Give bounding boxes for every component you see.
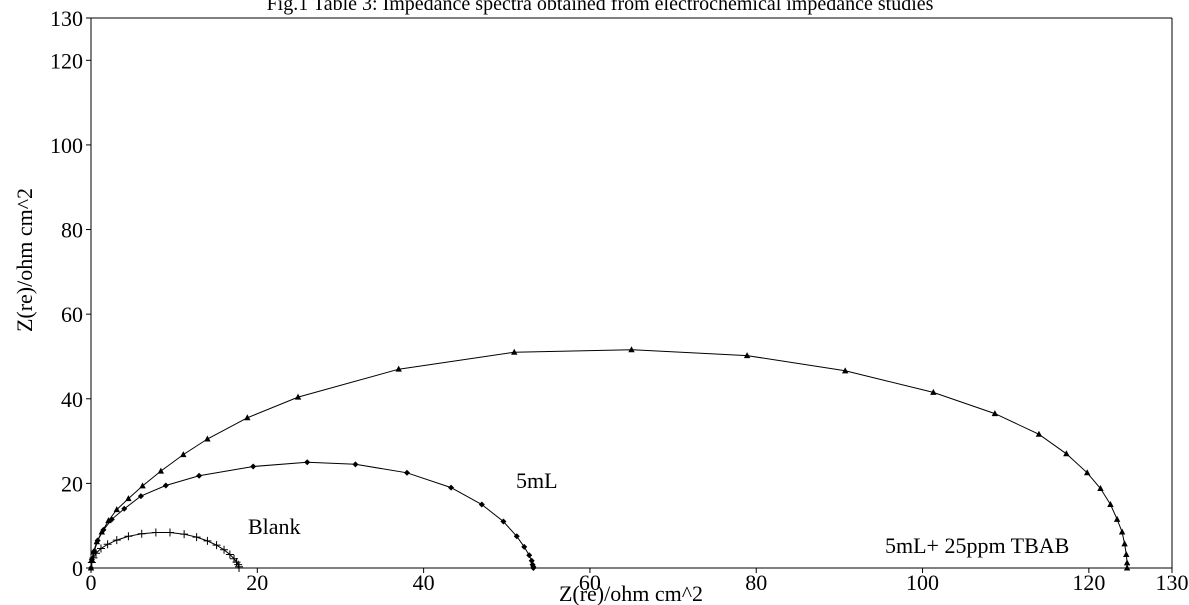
series-label-5ml-tbab: 5mL+ 25ppm TBAB [885, 533, 1069, 558]
x-tick-label: 100 [906, 570, 939, 595]
x-tick-label: 40 [413, 570, 435, 595]
data-point [1113, 515, 1121, 522]
data-point [192, 533, 201, 542]
series-label-blank: Blank [248, 514, 301, 539]
series-layer [87, 346, 1131, 572]
y-tick-label: 100 [50, 133, 83, 158]
data-point [162, 482, 169, 489]
data-point [250, 463, 257, 470]
data-point [478, 501, 485, 508]
data-point [403, 469, 410, 476]
data-point [743, 352, 751, 359]
data-point [500, 518, 507, 525]
x-tick-label: 20 [246, 570, 268, 595]
data-point [1118, 528, 1126, 535]
data-point [204, 435, 211, 442]
data-point [212, 541, 221, 550]
data-point [151, 528, 160, 537]
data-point [1063, 450, 1070, 457]
data-point [1097, 484, 1104, 491]
y-tick-label: 80 [61, 218, 83, 243]
y-tick-label: 60 [61, 302, 83, 327]
data-point [103, 540, 112, 549]
y-tick-label: 120 [50, 48, 83, 73]
data-point [1121, 540, 1128, 547]
series-line [90, 461, 534, 569]
data-point [448, 484, 455, 491]
series-2 [87, 346, 1131, 571]
y-axis-ticks: 0 20 40 60 80 100 120 130 [50, 6, 91, 581]
x-axis-ticks: 0 20 40 60 80 100 120 130 [86, 568, 1189, 595]
data-point [225, 550, 234, 559]
data-point [139, 482, 146, 489]
data-point [96, 544, 105, 553]
data-point [521, 543, 528, 550]
y-tick-label: 20 [61, 471, 83, 496]
data-point [98, 528, 106, 535]
data-point [180, 530, 189, 539]
data-point [105, 517, 112, 524]
data-point [1123, 550, 1130, 557]
chart-title: Fig.1 Table 3: Impedance spectra obtaine… [267, 0, 934, 15]
series-0 [87, 528, 244, 572]
data-point [244, 414, 251, 421]
series-line [90, 349, 1128, 569]
data-point [930, 388, 937, 395]
data-point [513, 533, 520, 540]
data-point [87, 564, 95, 571]
data-point [220, 545, 229, 554]
data-point [137, 529, 146, 538]
x-tick-label: 130 [1156, 570, 1189, 595]
y-axis-label: Z(re)/ohm cm^2 [12, 188, 37, 332]
data-point [294, 393, 302, 400]
data-point [526, 552, 533, 559]
data-point [1123, 564, 1131, 571]
data-point [203, 536, 212, 545]
data-point [304, 459, 311, 466]
data-point [165, 528, 174, 537]
y-tick-label: 130 [50, 6, 83, 31]
data-point [235, 564, 244, 572]
x-tick-label: 120 [1072, 570, 1105, 595]
data-point [1083, 469, 1091, 476]
data-point [628, 346, 635, 353]
data-point [90, 548, 97, 555]
data-point [1107, 501, 1114, 508]
x-tick-label: 60 [579, 570, 601, 595]
series-line [90, 532, 240, 569]
data-point [125, 495, 132, 502]
x-axis-label: Z(re)/ohm cm^2 [559, 581, 703, 605]
data-point [234, 560, 243, 569]
data-point [196, 472, 203, 479]
data-point [180, 451, 187, 458]
y-tick-label: 0 [72, 556, 83, 581]
data-point [352, 461, 359, 468]
data-point [124, 532, 133, 541]
x-tick-label: 80 [745, 570, 767, 595]
data-point [530, 565, 537, 571]
data-point [1123, 559, 1131, 566]
data-point [113, 506, 120, 513]
data-point [395, 365, 402, 372]
data-point [121, 505, 128, 512]
data-point [93, 538, 101, 545]
data-point [88, 556, 96, 563]
data-point [112, 536, 121, 545]
data-point [991, 410, 999, 417]
data-point [157, 467, 165, 474]
x-tick-label: 0 [86, 570, 97, 595]
y-tick-label: 40 [61, 387, 83, 412]
data-point [137, 493, 144, 500]
series-label-5ml: 5mL [516, 468, 558, 493]
data-point [511, 348, 518, 355]
data-point [842, 367, 849, 374]
data-point [1035, 430, 1043, 437]
